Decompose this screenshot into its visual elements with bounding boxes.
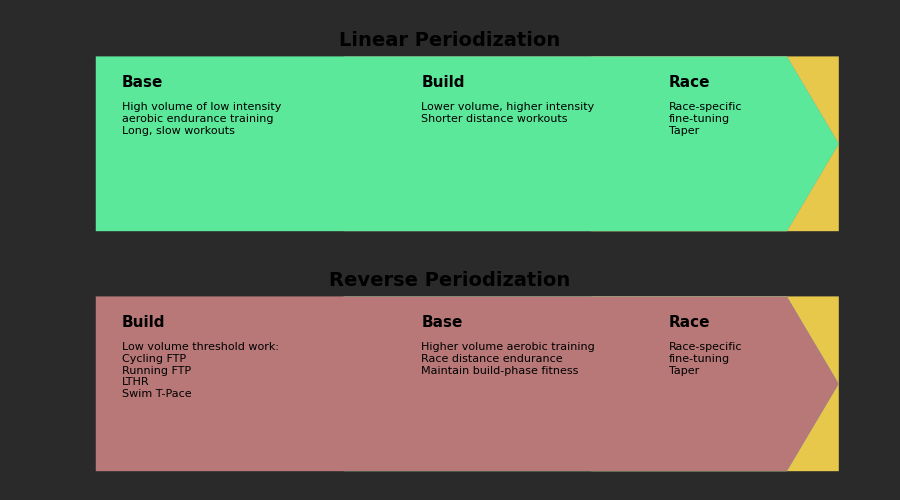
Text: Higher volume aerobic training
Race distance endurance
Maintain build-phase fitn: Higher volume aerobic training Race dist… — [421, 342, 595, 376]
Text: Race-specific
fine-tuning
Taper: Race-specific fine-tuning Taper — [669, 102, 742, 136]
Text: Race-specific
fine-tuning
Taper: Race-specific fine-tuning Taper — [669, 342, 742, 376]
Text: Lower volume, higher intensity
Shorter distance workouts: Lower volume, higher intensity Shorter d… — [421, 102, 595, 124]
Text: Race: Race — [669, 75, 710, 90]
Polygon shape — [344, 296, 839, 471]
Text: Race: Race — [669, 315, 710, 330]
Polygon shape — [344, 56, 839, 231]
Polygon shape — [591, 296, 839, 471]
Text: Low volume threshold work:
Cycling FTP
Running FTP
LTHR
Swim T-Pace: Low volume threshold work: Cycling FTP R… — [122, 342, 279, 399]
Text: Linear Periodization: Linear Periodization — [339, 31, 561, 50]
Polygon shape — [591, 56, 839, 231]
Text: Base: Base — [122, 75, 163, 90]
Polygon shape — [95, 56, 839, 231]
Text: Build: Build — [421, 75, 464, 90]
Text: Reverse Periodization: Reverse Periodization — [329, 271, 571, 290]
Polygon shape — [95, 296, 839, 471]
Text: Build: Build — [122, 315, 166, 330]
Text: Base: Base — [421, 315, 463, 330]
Text: High volume of low intensity
aerobic endurance training
Long, slow workouts: High volume of low intensity aerobic end… — [122, 102, 281, 136]
